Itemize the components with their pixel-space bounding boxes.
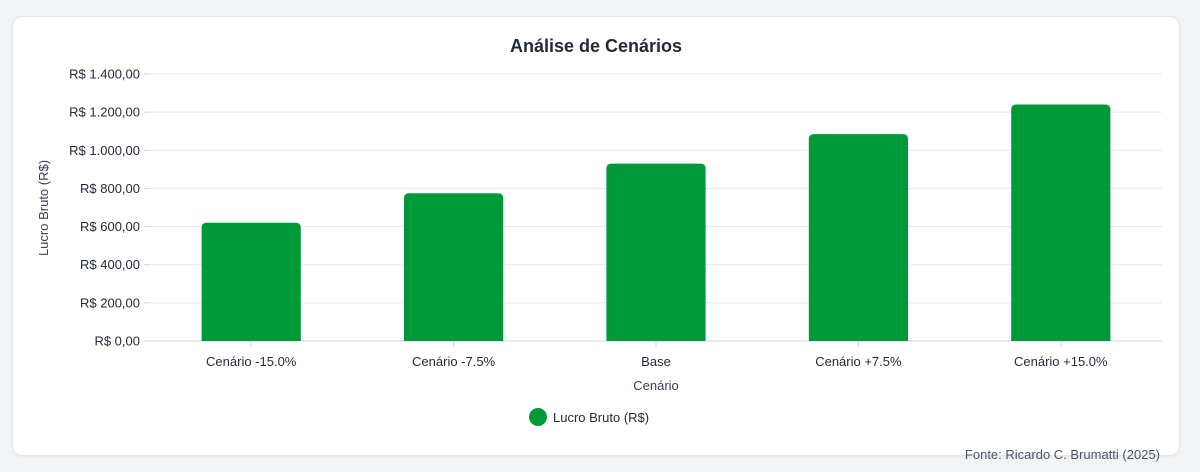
chart-title: Análise de Cenários: [510, 36, 682, 56]
source-note: Fonte: Ricardo C. Brumatti (2025): [964, 447, 1160, 462]
x-tick-label: Base: [641, 354, 671, 369]
y-axis-ticks: R$ 0,00 R$ 200,00 R$ 400,00 R$ 600,00 R$ 800…: [69, 67, 150, 349]
y-tick-label: R$ 0,00: [94, 334, 140, 349]
y-tick-label: R$ 1.200,00: [69, 105, 140, 120]
y-tick-label: R$ 1.000,00: [69, 143, 140, 158]
y-tick-label: R$ 800,00: [80, 181, 140, 196]
bar[interactable]: [1011, 104, 1111, 341]
x-tick-label: Cenário +7.5%: [815, 354, 902, 369]
legend[interactable]: Lucro Bruto (R$): [529, 408, 649, 426]
y-tick-label: R$ 200,00: [80, 295, 140, 310]
x-tick-label: Cenário -7.5%: [412, 354, 496, 369]
x-axis-ticks: Cenário -15.0% Cenário -7.5% Base Cenário +…: [206, 341, 1108, 369]
x-axis-label: Cenário: [633, 378, 679, 393]
y-tick-label: R$ 1.400,00: [69, 67, 140, 82]
bar[interactable]: [606, 163, 706, 341]
y-axis-label: Lucro Bruto (R$): [36, 160, 51, 256]
y-tick-label: R$ 400,00: [80, 257, 140, 272]
bars: [201, 104, 1111, 341]
bar[interactable]: [404, 193, 504, 341]
y-tick-label: R$ 600,00: [80, 219, 140, 234]
bar[interactable]: [808, 134, 908, 341]
legend-swatch: [529, 408, 547, 426]
bar[interactable]: [201, 222, 301, 341]
x-tick-label: Cenário -15.0%: [206, 354, 297, 369]
x-tick-label: Cenário +15.0%: [1014, 354, 1108, 369]
legend-label: Lucro Bruto (R$): [553, 410, 649, 425]
